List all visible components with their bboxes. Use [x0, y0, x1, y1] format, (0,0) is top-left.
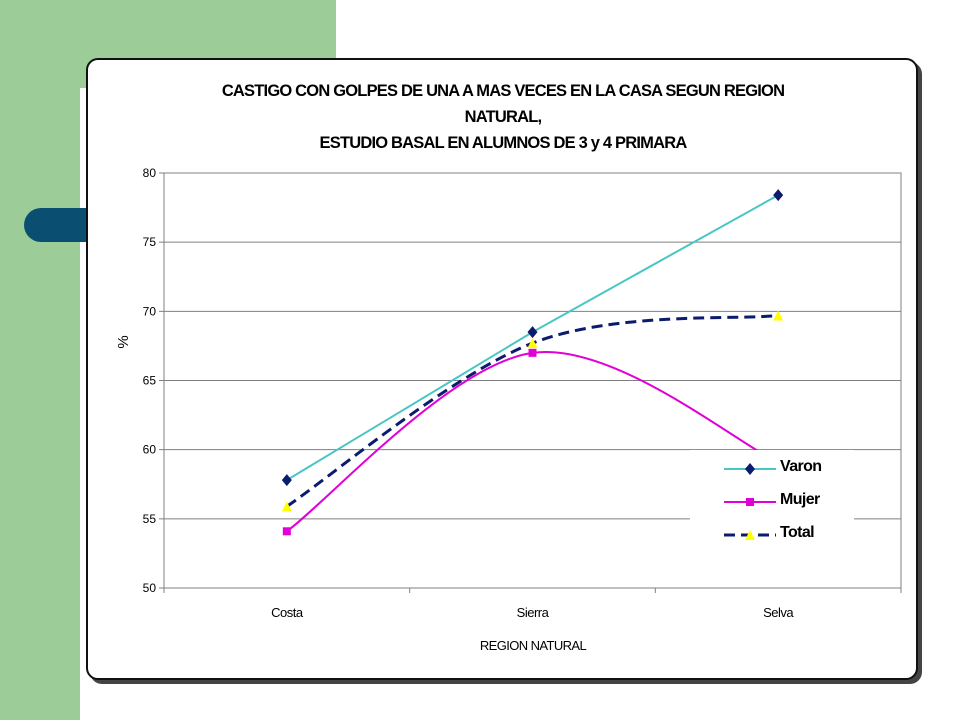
x-tick-label: Sierra	[517, 605, 550, 620]
legend-item-total: Total	[690, 520, 854, 550]
legend-marker-mujer	[746, 498, 754, 506]
x-tick-label: Selva	[763, 605, 794, 620]
series-group	[281, 189, 784, 536]
legend-swatch-mujer	[724, 498, 776, 506]
legend-item-mujer: Mujer	[690, 487, 854, 517]
legend: Varon Mujer Total	[690, 450, 854, 554]
legend-swatch-total	[724, 530, 776, 540]
data-point-total-costa	[281, 501, 292, 512]
data-point-mujer-costa	[282, 527, 291, 536]
legend-label-mujer: Mujer	[780, 491, 820, 508]
x-axis-ticks: Costa Sierra Selva	[163, 588, 902, 620]
decorative-tab	[24, 208, 90, 242]
chart-title-line-3: ESTUDIO BASAL EN ALUMNOS DE 3 y 4 PRIMAR…	[319, 134, 688, 152]
legend-swatch-varon	[724, 463, 776, 475]
y-tick-label: 65	[143, 374, 157, 388]
y-tick-label: 50	[143, 581, 157, 595]
data-point-varon-selva	[773, 189, 784, 202]
legend-label-varon: Varon	[780, 458, 822, 475]
y-axis-ticks: 80 75 70 65 60 55 50	[143, 166, 164, 595]
y-tick-label: 55	[143, 512, 157, 526]
decorative-green-band-left	[0, 0, 80, 720]
data-point-total-sierra	[527, 338, 538, 349]
x-tick-label: Costa	[271, 605, 304, 620]
data-point-varon-costa	[281, 474, 292, 487]
y-tick-label: 60	[143, 443, 157, 457]
legend-label-total: Total	[780, 524, 815, 541]
chart-title: CASTIGO CON GOLPES DE UNA A MAS VECES EN…	[88, 78, 918, 156]
chart-title-line-1: CASTIGO CON GOLPES DE UNA A MAS VECES EN…	[221, 82, 785, 100]
y-tick-label: 70	[143, 304, 157, 318]
data-point-mujer-sierra	[528, 348, 537, 357]
data-point-total-selva	[773, 310, 784, 321]
y-tick-label: 75	[143, 235, 157, 249]
x-axis-label: REGION NATURAL	[480, 638, 587, 653]
y-tick-label: 80	[143, 166, 157, 180]
legend-marker-total	[745, 530, 755, 540]
chart-title-line-2: NATURAL,	[464, 108, 543, 126]
data-point-varon-sierra	[527, 326, 538, 339]
legend-marker-varon	[745, 463, 755, 475]
y-axis-label: %	[115, 335, 132, 348]
legend-item-varon: Varon	[690, 454, 854, 484]
